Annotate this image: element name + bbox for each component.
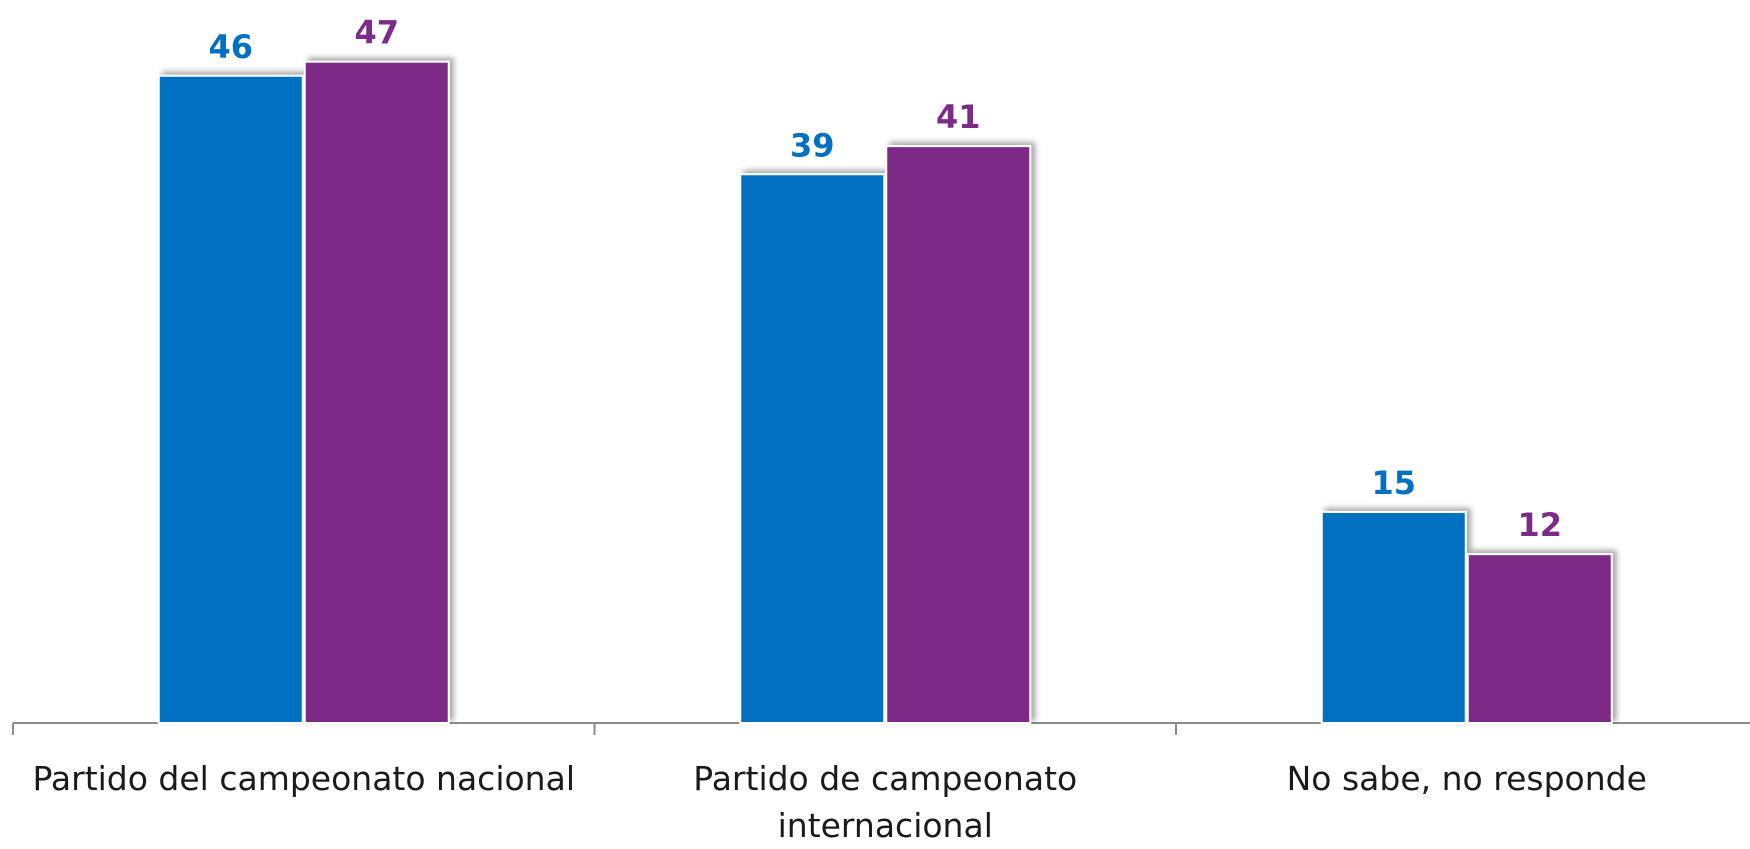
x-tick-label: Partido del campeonato nacional — [32, 759, 575, 798]
value-label: 39 — [790, 126, 835, 164]
x-tick-label: Partido de campeonato internacional — [693, 759, 1078, 845]
bar — [1466, 553, 1613, 724]
value-label: 46 — [208, 28, 253, 66]
value-label: 15 — [1371, 464, 1416, 502]
bar — [739, 173, 886, 724]
x-tick-label: No sabe, no responde — [1286, 759, 1647, 798]
bar — [1320, 510, 1467, 725]
value-label: 41 — [936, 98, 981, 136]
bar — [303, 60, 450, 724]
bar — [885, 145, 1032, 724]
value-label: 47 — [354, 14, 399, 52]
value-label: 12 — [1517, 506, 1562, 544]
bar — [157, 74, 304, 724]
